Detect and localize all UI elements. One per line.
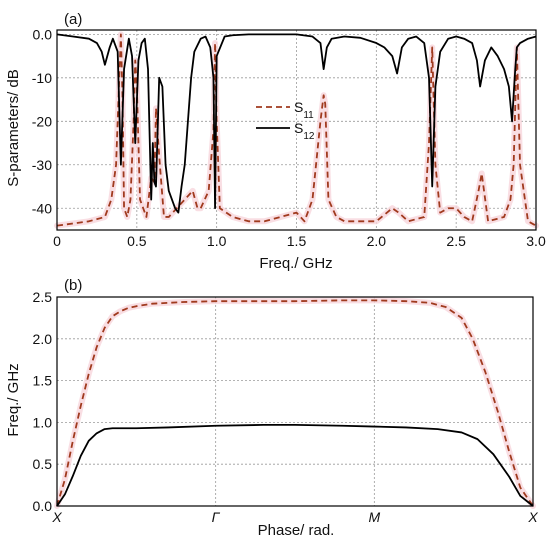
panel-b-y-tick-label: 1.0 bbox=[33, 414, 53, 430]
legend-label-s11: S11 bbox=[294, 99, 314, 121]
panel-b-x-tick-label: M bbox=[368, 509, 380, 525]
panel-a-series-solid-line bbox=[56, 33, 537, 214]
panel-b-series-dashed-line bbox=[56, 299, 534, 507]
panel-b-y-tick-label: 0.0 bbox=[33, 498, 53, 514]
panel-b-series-solid-line bbox=[56, 424, 534, 507]
panel-a-y-tick-label: -40 bbox=[32, 200, 52, 216]
panel-a-series-dashed-line bbox=[56, 33, 537, 227]
panel-b-y-tick-label: 2.0 bbox=[33, 331, 53, 347]
panel-a-y-axis-label: S-parameters/ dB bbox=[5, 69, 22, 187]
panel-b-grid bbox=[56, 296, 534, 507]
chart-panel-a: (a) S-parameters/ dB Freq./ GHz 0 0.5 1.0 1… bbox=[5, 11, 546, 272]
panel-b-x-axis-label: Phase/ rad. bbox=[258, 522, 335, 539]
panel-a-tick-labels: 0 0.5 1.0 1.5 2.0 2.5 3.0 0.0 -10 -20 -30 -40 bbox=[32, 26, 546, 249]
panel-b-y-tick-label: 0.5 bbox=[33, 456, 53, 472]
panel-b-series-glow bbox=[54, 297, 536, 509]
panel-b-y-tick-label: 2.5 bbox=[33, 289, 53, 305]
panel-a-x-tick-label: 0 bbox=[53, 233, 61, 249]
panel-a-x-tick-label: 1.5 bbox=[287, 233, 307, 249]
panel-b-x-tick-label: Γ bbox=[212, 509, 221, 525]
panel-a-y-tick-label: -10 bbox=[32, 70, 52, 86]
panel-a-y-tick-label: -30 bbox=[32, 157, 52, 173]
panel-a-x-axis-label: Freq./ GHz bbox=[259, 255, 332, 272]
panel-a-x-tick-label: 2.0 bbox=[367, 233, 387, 249]
panel-b-frame bbox=[56, 296, 534, 507]
panel-b-y-axis-label: Freq./ GHz bbox=[5, 363, 22, 436]
panel-a-label: (a) bbox=[64, 11, 82, 28]
chart-panel-b: (b) Freq./ GHz Phase/ rad. X Γ M X0.00.51.0… bbox=[5, 277, 538, 539]
panel-b-x-tick-label: X bbox=[527, 509, 538, 525]
panel-a-x-tick-label: 3.0 bbox=[526, 233, 546, 249]
panel-b-label: (b) bbox=[64, 277, 82, 294]
panel-a-frame bbox=[56, 29, 537, 231]
panel-b-x-tick-label: X bbox=[51, 509, 62, 525]
panel-b-tick-labels: X Γ M X0.00.51.01.52.02.5 bbox=[33, 289, 539, 525]
panel-a-x-tick-label: 2.5 bbox=[446, 233, 466, 249]
panel-a-y-tick-label: -20 bbox=[32, 113, 52, 129]
panel-a-x-tick-label: 1.0 bbox=[207, 233, 227, 249]
panel-a-y-tick-label: 0.0 bbox=[33, 26, 53, 42]
panel-a-series bbox=[54, 31, 539, 229]
panel-a-legend: S11 S12 bbox=[256, 99, 315, 142]
legend-label-s12: S12 bbox=[294, 120, 315, 142]
panel-a-x-tick-label: 0.5 bbox=[127, 233, 147, 249]
panel-b-series bbox=[54, 297, 536, 509]
panel-b-y-tick-label: 1.5 bbox=[33, 373, 53, 389]
